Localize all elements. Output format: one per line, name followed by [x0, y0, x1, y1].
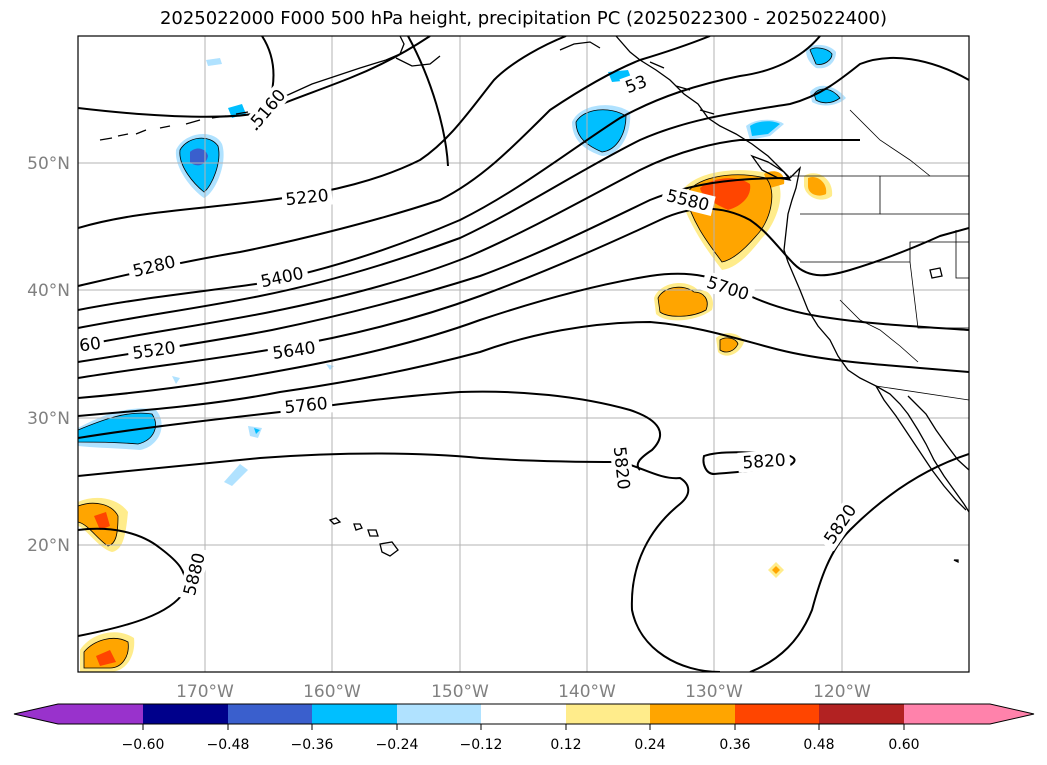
colorbar-tick-label: 0.24 — [634, 737, 665, 753]
contour-label-5520: 5520 — [126, 336, 182, 364]
anomaly-outlines — [78, 47, 841, 669]
lat-tick-30: 30°N — [27, 409, 70, 429]
lat-tick-40: 40°N — [27, 281, 70, 301]
colorbar-extend-high — [990, 704, 1034, 724]
svg-text:5820: 5820 — [609, 446, 633, 491]
lon-tick-labels: 170°W 160°W 150°W 140°W 130°W 120°W — [176, 682, 871, 702]
contour-5760 — [78, 390, 662, 471]
colorbar-tick-label: −0.24 — [376, 737, 419, 753]
colorbar-segment — [228, 704, 312, 724]
colorbar-segment — [397, 704, 481, 724]
contour-5340 — [78, 36, 821, 311]
map-frame — [77, 35, 970, 673]
lon-tick-170w: 170°W — [176, 682, 234, 702]
colorbar-extend-low — [14, 704, 58, 724]
svg-text:5220: 5220 — [285, 186, 330, 210]
colorbar-segment — [58, 704, 143, 724]
svg-text:5760: 5760 — [284, 394, 329, 418]
colorbar-segment — [650, 704, 735, 724]
contour-5220-c — [407, 36, 449, 167]
svg-text:60: 60 — [78, 334, 102, 357]
colorbar-tick-label: 0.36 — [719, 737, 750, 753]
contour-label-5760: 5760 — [279, 392, 333, 418]
colorbar-segment — [566, 704, 650, 724]
colorbar-segment — [904, 704, 990, 724]
colorbar-segment — [735, 704, 819, 724]
contour-label-5220: 5220 — [281, 184, 333, 210]
lat-tick-50: 50°N — [27, 154, 70, 174]
contour-5220 — [78, 36, 567, 229]
map-background — [78, 36, 969, 672]
lon-tick-130w: 130°W — [685, 682, 743, 702]
colorbar-segment — [312, 704, 397, 724]
map-content: 5160 5220 5280 5400 5520 5640 — [78, 36, 969, 672]
colorbar-tick-label: −0.12 — [460, 737, 503, 753]
colorbar-outline — [13, 703, 1035, 725]
colorbar-segment — [819, 704, 904, 724]
contour-5880 — [78, 527, 187, 637]
contour-5700 — [78, 320, 969, 417]
colorbar-segment — [481, 704, 566, 724]
colorbar-tick-label: 0.12 — [550, 737, 581, 753]
lon-tick-160w: 160°W — [303, 682, 361, 702]
contour-5460 — [78, 139, 860, 347]
lat-tick-labels: 50°N 40°N 30°N 20°N — [27, 154, 70, 556]
colorbar-tick-label: 0.60 — [888, 737, 919, 753]
contour-5160 — [78, 36, 431, 118]
chart-title: 2025022000 F000 500 hPa height, precipit… — [159, 8, 888, 29]
contour-5280 — [78, 36, 711, 287]
colorbar-tick-label: −0.36 — [291, 737, 334, 753]
colorbar-tick-label: 0.48 — [803, 737, 834, 753]
political-borders — [790, 109, 969, 401]
lon-tick-140w: 140°W — [558, 682, 616, 702]
colorbar-segment — [143, 704, 228, 724]
contour-5820-c — [749, 453, 969, 672]
colorbar-tick-label: −0.48 — [207, 737, 250, 753]
lon-tick-150w: 150°W — [431, 682, 489, 702]
lat-tick-20: 20°N — [27, 536, 70, 556]
colorbar: −0.60 −0.48 −0.36 −0.24 −0.12 0.12 0.24 … — [13, 703, 1035, 753]
contour-label-5820-vertical: 5820 — [609, 441, 635, 495]
svg-text:5820: 5820 — [742, 451, 787, 474]
lon-tick-120w: 120°W — [813, 682, 871, 702]
contour-5400 — [78, 56, 969, 329]
colorbar-tick-label: −0.60 — [122, 737, 165, 753]
contour-label-5820-center: 5820 — [737, 449, 791, 474]
contour-label-5460-partial: 60 — [78, 332, 106, 357]
contour-5640 — [78, 272, 969, 399]
